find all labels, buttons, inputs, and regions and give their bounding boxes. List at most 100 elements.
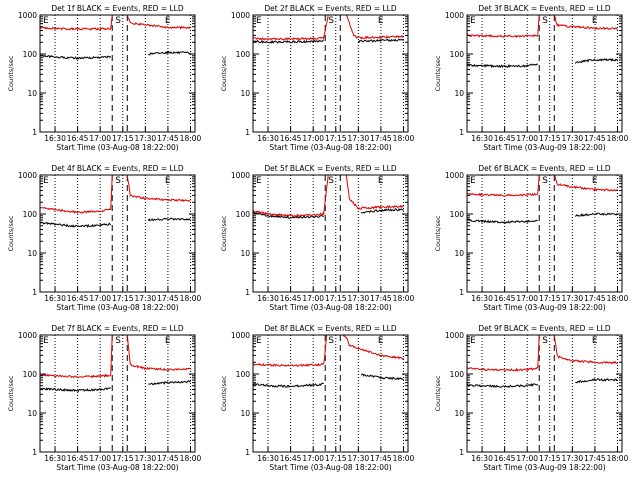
transition-marker-label: S	[328, 176, 334, 186]
y-tick-label: 1000	[445, 331, 464, 340]
x-tick-label: 18:00	[180, 294, 202, 303]
y-tick-label: 100	[236, 210, 251, 219]
transition-marker-label: E	[378, 16, 384, 26]
y-tick-label: 1	[459, 288, 464, 297]
transition-marker-label: E	[592, 16, 598, 26]
y-tick-label: 1	[245, 448, 250, 457]
transition-marker-label: E	[378, 336, 384, 346]
panel-title: Det 3f BLACK = Events, RED = LLD	[478, 4, 611, 13]
x-tick-label: 17:00	[89, 134, 111, 143]
y-axis-label: Counts/sec	[7, 55, 15, 91]
y-axis-label: Counts/sec	[7, 375, 15, 411]
x-tick-label: 16:45	[67, 294, 89, 303]
y-tick-label: 1	[459, 128, 464, 137]
events-series-line	[147, 217, 191, 222]
x-tick-label: 16:45	[280, 134, 302, 143]
plot-frame	[252, 174, 409, 293]
x-tick-label: 16:45	[280, 294, 302, 303]
transition-marker-label: E	[43, 16, 49, 26]
plot-frame	[252, 14, 409, 133]
y-tick-label: 1000	[231, 11, 250, 20]
y-tick-label: 100	[236, 370, 251, 379]
y-tick-label: 1000	[18, 171, 37, 180]
events-series-line	[148, 50, 191, 56]
x-tick-label: 17:00	[302, 454, 324, 463]
events-series-line	[574, 212, 618, 217]
x-tick-label: 17:15	[112, 134, 134, 143]
x-tick-label: 18:00	[393, 134, 415, 143]
y-tick-label: 100	[23, 210, 38, 219]
y-tick-label: 10	[454, 89, 464, 98]
x-tick-label: 17:15	[325, 294, 347, 303]
transition-marker-label: S	[542, 176, 548, 186]
y-tick-label: 1	[32, 128, 37, 137]
y-tick-label: 100	[450, 210, 465, 219]
panel-title: Det 4f BLACK = Events, RED = LLD	[51, 164, 184, 173]
panel-title: Det 6f BLACK = Events, RED = LLD	[478, 164, 611, 173]
x-tick-label: 17:45	[584, 454, 606, 463]
x-tick-label: 17:15	[112, 294, 134, 303]
plot-frame	[466, 14, 623, 133]
events-series-line	[357, 38, 404, 44]
panel-title: Det 5f BLACK = Events, RED = LLD	[264, 164, 397, 173]
x-axis-label: Start Time (03-Aug-09 18:22:00)	[483, 463, 605, 472]
x-tick-label: 16:45	[494, 134, 516, 143]
y-tick-label: 10	[454, 249, 464, 258]
y-tick-label: 1	[245, 288, 250, 297]
events-series-line	[466, 382, 539, 389]
transition-marker-label: E	[43, 336, 49, 346]
transition-marker-label: S	[115, 176, 121, 186]
x-tick-label: 17:15	[325, 454, 347, 463]
x-tick-label: 17:45	[157, 294, 179, 303]
panel-title: Det 2f BLACK = Events, RED = LLD	[264, 4, 397, 13]
x-tick-label: 17:30	[562, 134, 584, 143]
y-axis-label: Counts/sec	[434, 375, 442, 411]
transition-marker-label: S	[115, 336, 121, 346]
x-tick-label: 18:00	[607, 134, 629, 143]
x-axis-label: Start Time (03-Aug-09 18:22:00)	[483, 303, 605, 312]
y-tick-label: 10	[240, 89, 250, 98]
y-axis-label: Counts/sec	[7, 215, 15, 251]
plot-frame	[39, 334, 196, 453]
x-axis-label: Start Time (03-Aug-08 18:22:00)	[56, 463, 178, 472]
x-tick-label: 17:30	[135, 294, 157, 303]
transition-marker-label: E	[165, 336, 171, 346]
transition-marker-label: E	[43, 176, 49, 186]
plot-frame	[466, 334, 623, 453]
transition-marker-label: S	[542, 16, 548, 26]
x-tick-label: 17:45	[584, 134, 606, 143]
y-axis-label: Counts/sec	[220, 375, 228, 411]
events-series-line	[39, 387, 111, 393]
x-tick-label: 17:30	[135, 134, 157, 143]
x-tick-label: 17:15	[325, 134, 347, 143]
transition-marker-label: E	[378, 176, 384, 186]
transition-marker-label: E	[256, 176, 262, 186]
x-tick-label: 16:30	[44, 454, 66, 463]
x-tick-label: 16:30	[257, 294, 279, 303]
transition-marker-label: S	[542, 336, 548, 346]
y-tick-label: 100	[23, 50, 38, 59]
x-tick-label: 17:45	[370, 294, 392, 303]
x-tick-label: 17:45	[157, 454, 179, 463]
x-tick-label: 16:30	[44, 294, 66, 303]
x-tick-label: 17:15	[539, 454, 561, 463]
plot-frame	[39, 174, 196, 293]
y-tick-label: 1000	[231, 171, 250, 180]
x-tick-label: 17:45	[370, 134, 392, 143]
panel-title: Det 9f BLACK = Events, RED = LLD	[478, 324, 611, 333]
events-series-line	[252, 382, 325, 388]
y-axis-label: Counts/sec	[434, 55, 442, 91]
transition-marker-label: E	[470, 336, 476, 346]
x-tick-label: 18:00	[393, 454, 415, 463]
x-tick-label: 17:30	[348, 134, 370, 143]
y-tick-label: 100	[236, 50, 251, 59]
x-tick-label: 17:45	[584, 294, 606, 303]
transition-marker-label: E	[256, 336, 262, 346]
y-tick-label: 100	[450, 370, 465, 379]
